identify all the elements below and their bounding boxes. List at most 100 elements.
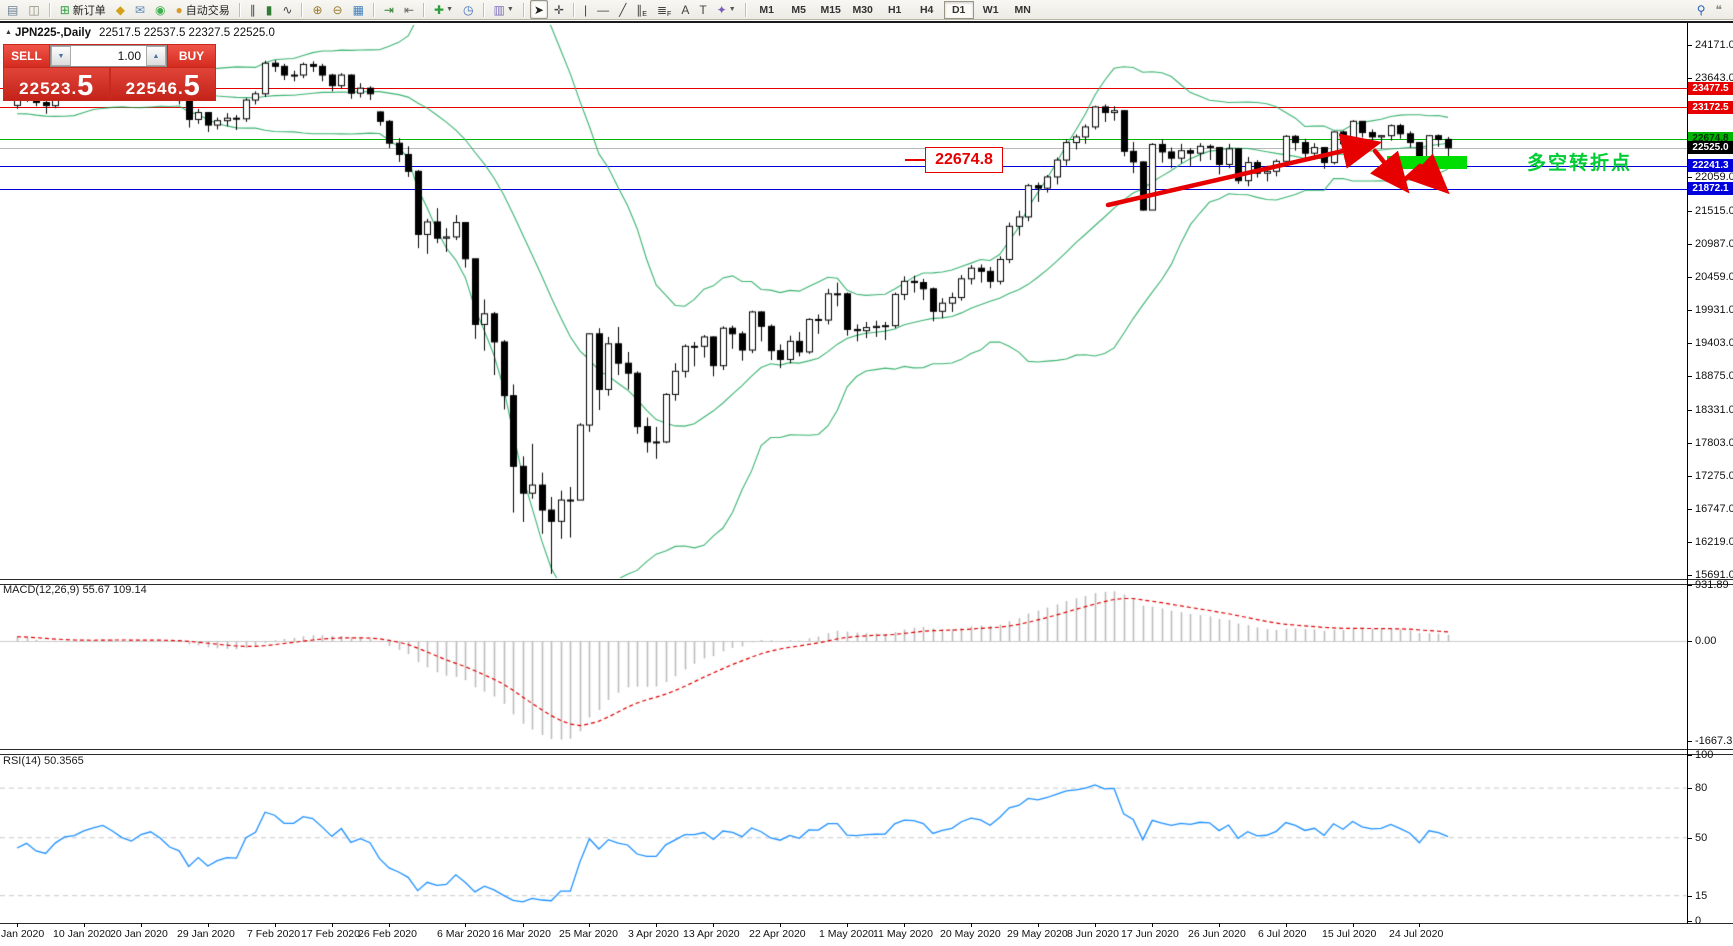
price-axis-tick: [1687, 509, 1692, 510]
date-axis-label: Jan 2020: [1, 928, 45, 940]
profiles-icon[interactable]: ◫: [24, 0, 43, 19]
rsi-indicator-label: RSI(14) 50.3565: [3, 755, 84, 767]
chart-shift-icon[interactable]: ⇥: [380, 0, 398, 19]
templates-icon[interactable]: ▥ ▼: [490, 0, 518, 19]
zoom-in-icon[interactable]: ⊕: [308, 0, 326, 19]
vertical-line-icon: |: [583, 2, 588, 17]
date-axis-label: 8 Jun 2020: [1067, 928, 1119, 940]
text-icon[interactable]: A: [677, 0, 693, 19]
macd-panel-separator[interactable]: [0, 579, 1733, 585]
ohlc-bars-icon[interactable]: ∥: [246, 0, 260, 19]
horizontal-line-icon[interactable]: ―: [593, 0, 613, 19]
date-axis-tick: [1353, 923, 1354, 927]
search-icon[interactable]: ⚲: [1693, 1, 1710, 20]
arrows-icon[interactable]: ✦ ▼: [713, 0, 740, 19]
date-axis-label: 20 May 2020: [940, 928, 1001, 940]
chart-shift-icon: ⇥: [383, 2, 394, 17]
mail-contact-icon[interactable]: ✉: [131, 0, 149, 19]
trend-arrow[interactable]: [1105, 133, 1383, 208]
timeframe-m1[interactable]: M1: [759, 3, 774, 16]
timeframe-w1[interactable]: W1: [982, 3, 999, 16]
autotrading-icon[interactable]: ● 自动交易: [172, 0, 234, 19]
sell-price-button[interactable]: 22523. 5: [4, 68, 109, 102]
timeframe-d1[interactable]: D1: [943, 0, 974, 19]
date-axis-label: 29 May 2020: [1007, 928, 1068, 940]
volume-input[interactable]: 1.00: [117, 49, 141, 63]
new-order-icon[interactable]: ⊞ 新订单: [56, 0, 110, 19]
autotrading-icon: ●: [175, 2, 183, 17]
trendline-icon[interactable]: ╱: [615, 0, 630, 19]
period-clock-icon[interactable]: ◷: [459, 0, 477, 19]
price-axis-tick: [1687, 542, 1692, 543]
toolbar-separator: [572, 2, 575, 17]
price-axis-tick: [1687, 376, 1692, 377]
zoom-out-icon[interactable]: ⊖: [329, 0, 347, 19]
rsi-panel-separator[interactable]: [0, 749, 1733, 755]
search-icon: ⚲: [1696, 3, 1706, 17]
indicators-icon[interactable]: ✚ ▼: [430, 0, 457, 19]
date-axis-tick: [17, 923, 18, 927]
toolbar-separator: [372, 2, 375, 17]
sell-button[interactable]: SELL: [4, 45, 49, 67]
timeframe-m5[interactable]: M5: [791, 3, 806, 16]
price-axis-tick: [1687, 244, 1692, 245]
gold-ingot-icon[interactable]: ◆: [112, 0, 129, 19]
date-axis-label: 17 Jun 2020: [1121, 928, 1179, 940]
tile-windows-icon[interactable]: ▦: [349, 0, 368, 19]
vertical-line-icon[interactable]: |: [580, 0, 591, 19]
date-axis-tick: [589, 923, 590, 927]
date-axis-label: 25 Mar 2020: [559, 928, 618, 940]
new-order-icon: ⊞: [59, 2, 70, 17]
rsi-axis-label: 0: [1695, 915, 1702, 927]
macd-indicator-label: MACD(12,26,9) 55.67 109.14: [3, 584, 147, 596]
macd-axis-label: 0.00: [1695, 635, 1717, 647]
sell-price-big-digit: 5: [77, 70, 94, 102]
date-axis-tick: [847, 923, 848, 927]
auto-scroll-icon[interactable]: ⇤: [400, 0, 418, 19]
buy-button[interactable]: BUY: [168, 45, 215, 67]
turning-point-text[interactable]: 多空转折点: [1527, 153, 1633, 174]
date-axis-tick: [656, 923, 657, 927]
signal-icon[interactable]: ◉: [151, 0, 169, 19]
volume-up-button[interactable]: ▲: [146, 46, 166, 66]
line-chart-icon[interactable]: ∿: [278, 0, 296, 19]
volume-down-button[interactable]: ▼: [51, 46, 71, 66]
timeframe-h4[interactable]: H4: [919, 3, 934, 16]
price-axis-tick: [1687, 211, 1692, 212]
crosshair-icon[interactable]: ✛: [550, 0, 568, 19]
fibonacci-icon[interactable]: ≣ F: [653, 0, 675, 19]
trend-arrow[interactable]: [1398, 153, 1450, 195]
trendline-icon: ╱: [619, 2, 627, 17]
cursor-icon[interactable]: ➤: [529, 0, 548, 19]
new-order-icon-label: 新订单: [72, 4, 106, 17]
chart-window-icon[interactable]: ▤: [3, 0, 22, 19]
price-axis-tick: [1687, 343, 1692, 344]
price-axis-label: 16747.0: [1695, 503, 1733, 515]
trend-arrow[interactable]: [1370, 148, 1410, 194]
chat-icon[interactable]: ❝: [1712, 1, 1726, 20]
date-axis-tick: [780, 923, 781, 927]
date-axis-tick: [1152, 923, 1153, 927]
buy-price-button[interactable]: 22546. 5: [110, 68, 215, 101]
zoom-out-icon: ⊖: [332, 2, 343, 17]
toolbar-separator: [522, 2, 525, 17]
collapse-arrow-icon[interactable]: ▲: [5, 29, 12, 36]
profiles-icon: ◫: [28, 2, 40, 17]
timeframe-mn[interactable]: MN: [1014, 3, 1031, 16]
price-callout-box[interactable]: 22674.8: [925, 147, 1003, 173]
timeframe-m15[interactable]: M15: [820, 3, 841, 16]
price-axis-label: 18331.0: [1695, 404, 1733, 416]
green-zone-rect[interactable]: [1387, 156, 1467, 169]
date-axis-tick: [904, 923, 905, 927]
toolbar-separator: [301, 2, 304, 17]
date-axis-tick: [332, 923, 333, 927]
timeframe-m30[interactable]: M30: [852, 3, 873, 16]
timeframe-h1[interactable]: H1: [887, 3, 902, 16]
equidistant-channel-icon[interactable]: ∥ E: [632, 0, 651, 19]
price-axis-label: 23643.0: [1695, 72, 1733, 84]
text-label-icon[interactable]: T: [695, 0, 710, 19]
candlestick-icon[interactable]: ▮: [262, 0, 277, 19]
signal-icon: ◉: [155, 2, 166, 17]
symbol-period-label: JPN225-,Daily: [14, 27, 92, 39]
price-badge-22525.0: 22525.0: [1688, 141, 1733, 154]
